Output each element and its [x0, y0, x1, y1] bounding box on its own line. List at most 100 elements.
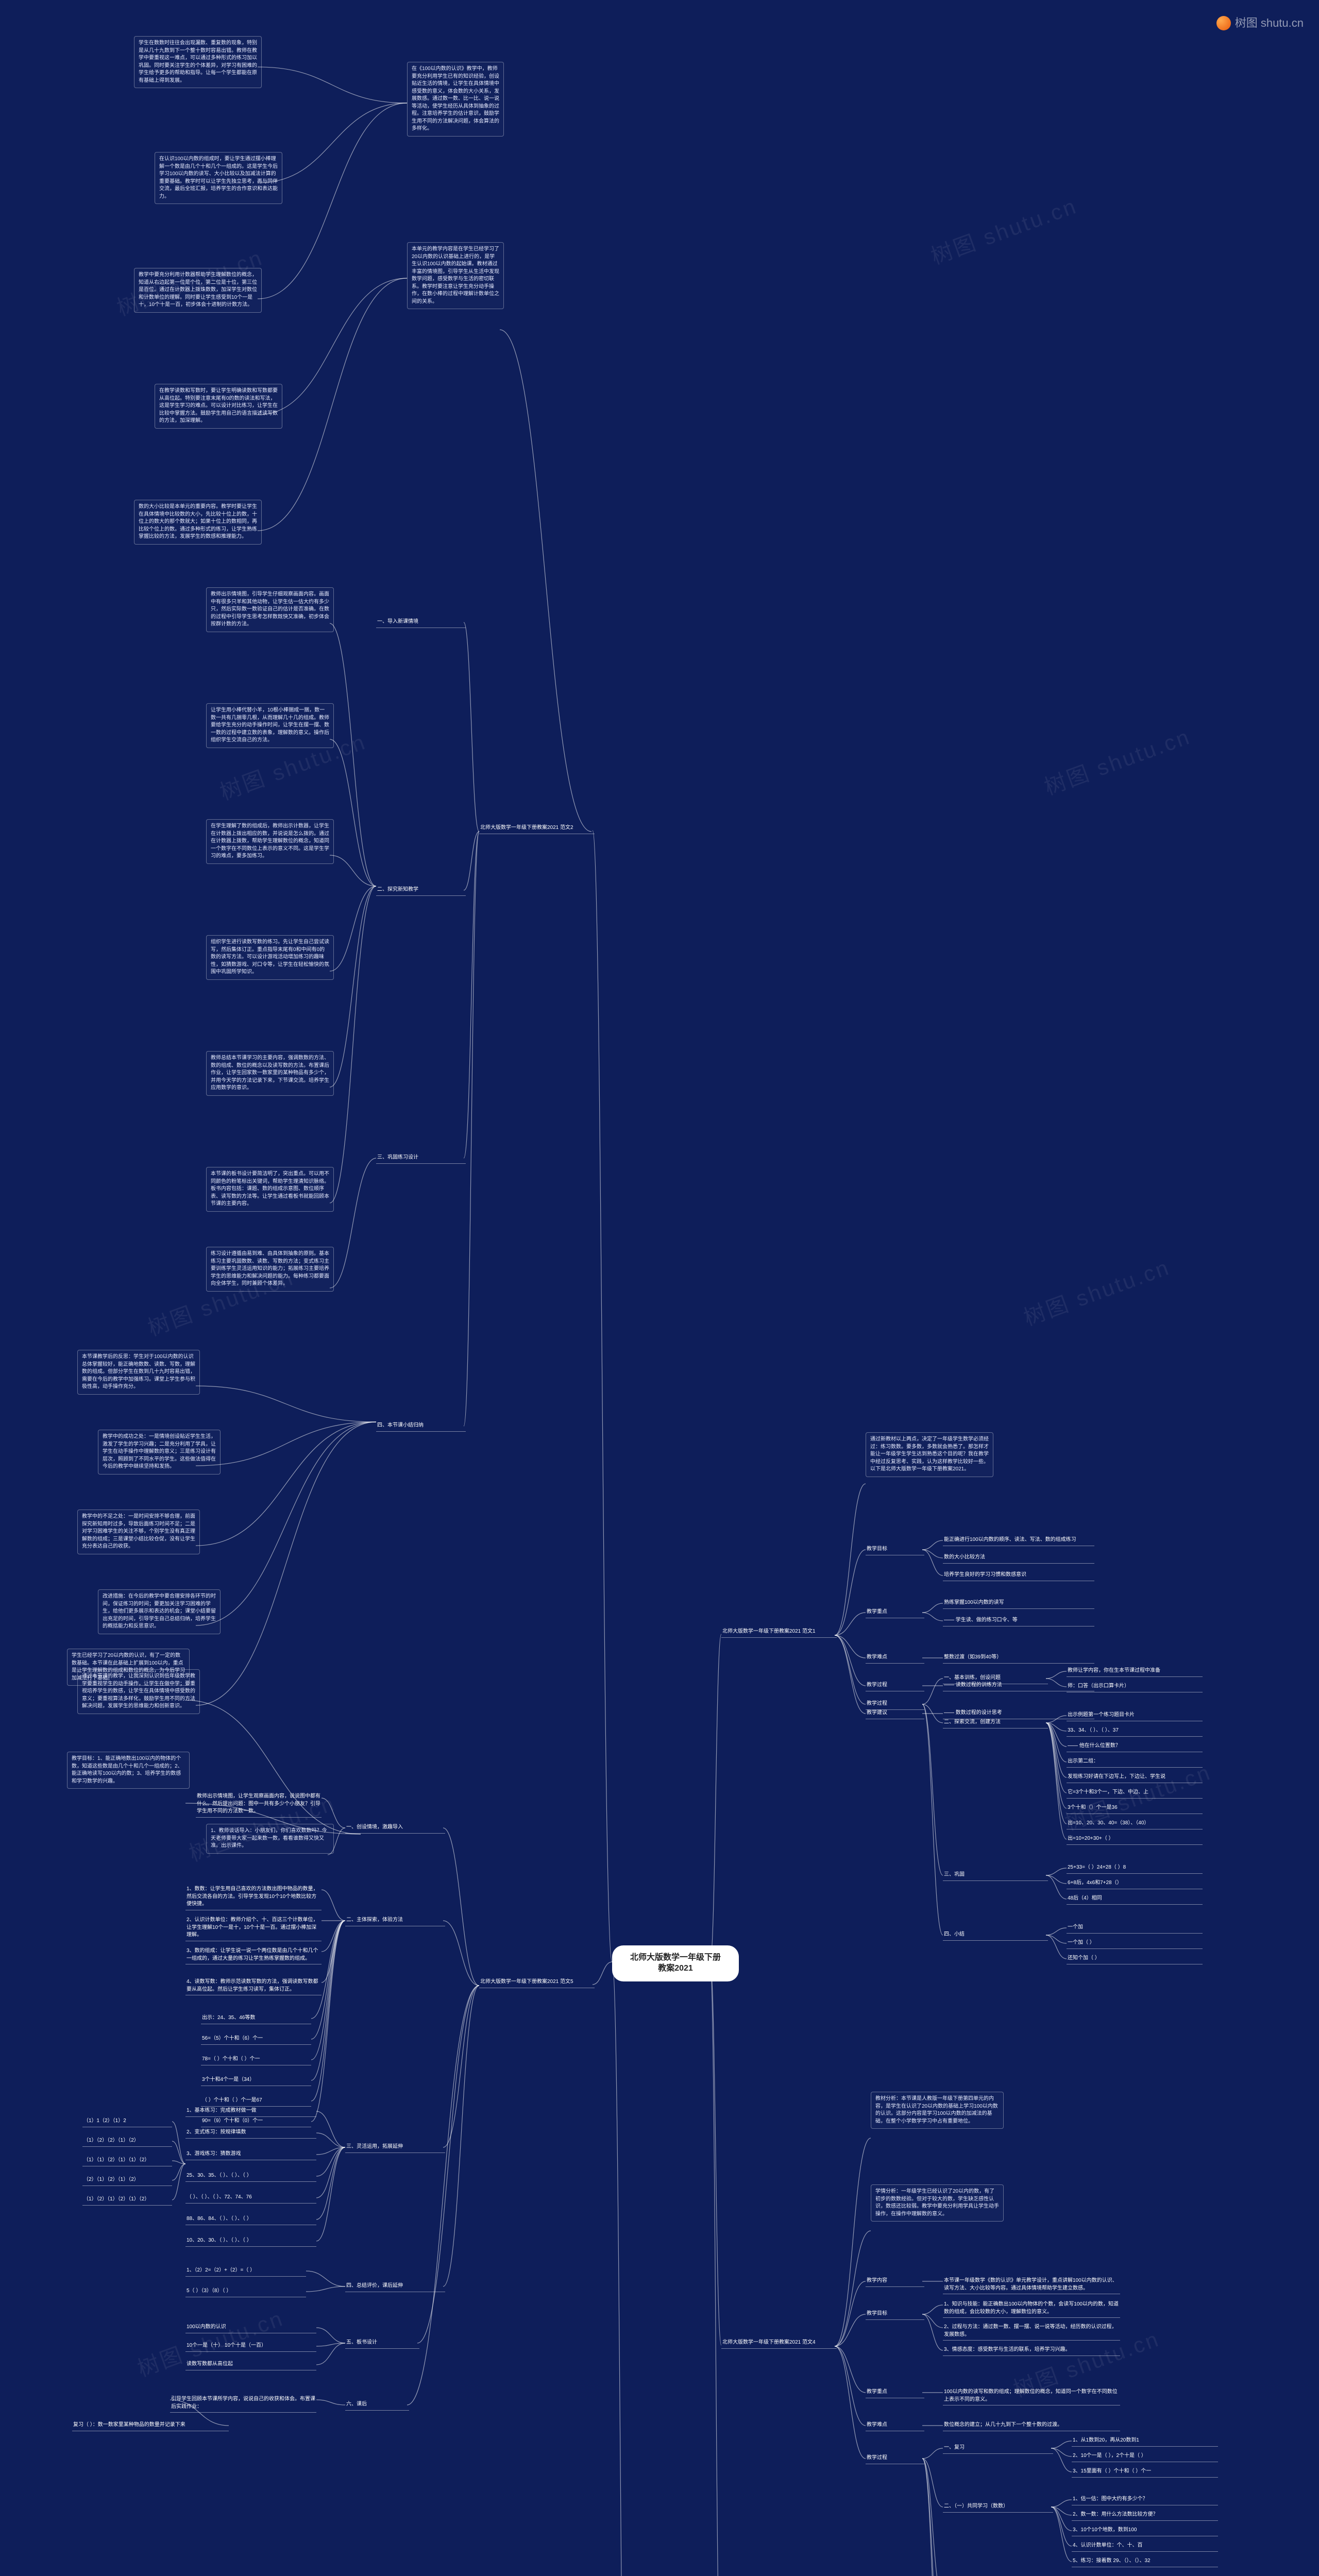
- b1-proc-1-8: 出=10+20+30+（ ）: [1067, 1835, 1203, 1845]
- top-block-4: 数的大小比较是本单元的重要内容。教学时要让学生在具体情境中比较数的大小，先比较十…: [134, 500, 262, 545]
- b4-proc-1-0: 1、估一估：图中大约有多少个？: [1072, 2496, 1218, 2505]
- b5-i3-seq-4: （1）（2）（1）（2）（1）（2）: [82, 2196, 172, 2206]
- b1-k-1-0: 熟练掌握100以内数的读写: [943, 1599, 1094, 1609]
- b4-proc-1-1: 2、数一数：用什么方法数比较方便？: [1072, 2511, 1218, 2521]
- b4-k-0: 教学内容: [866, 2277, 924, 2287]
- b5-intro-0: 学生已经学习了20以内数的认识，有了一定的数数基础。本节课在此基础上扩展到100…: [67, 1649, 190, 1686]
- watermark: 树图 shutu.cn: [927, 191, 1082, 272]
- b4-k-1-0: 1、知识与技能：能正确数出100以内物体的个数，会读写100以内的数，知道数的组…: [943, 2301, 1120, 2318]
- brand-logo: 树图 shutu.cn: [1216, 15, 1304, 31]
- top-parent-b: 本单元的教学内容是在学生已经学习了20以内数的认识基础上进行的，是学生认识100…: [407, 242, 504, 309]
- b1-proc-2-0: 25+33=（ ）24+28（ ）8: [1067, 1864, 1203, 1874]
- b2-sub4-3: 改进措施：在今后的教学中要合理安排各环节的时间，保证练习的时间；要更加关注学习困…: [98, 1589, 221, 1634]
- b1-proc-3-2: 还知个加（ ）: [1067, 1955, 1203, 1964]
- b1-proc-2-1: 6+8后，4x6和7+28（）: [1067, 1879, 1203, 1889]
- b1-proc: 教学过程: [866, 1700, 924, 1710]
- b1-k-2-0: 整数过渡（如39到40等）: [943, 1654, 1094, 1664]
- b1-k-0: 教学目标: [866, 1546, 924, 1555]
- b1-k-1: 教学重点: [866, 1608, 924, 1618]
- b5-i1-block: 1、教师谈话导入：小朋友们，你们喜欢数数吗？今天老师要带大家一起来数一数，看看谁…: [206, 1824, 334, 1854]
- top-block-0: 学生在数数时往往会出现漏数、重复数的现象，特别是从几十九数到下一个整十数时容易出…: [134, 36, 262, 88]
- b1-k-0-2: 培养学生良好的学习习惯和数感意识: [943, 1571, 1094, 1581]
- b4-proc-1-2: 3、10个10个地数，数到100: [1072, 2527, 1218, 2536]
- b4-proc-0-2: 3、15里面有（ ）个十和（ ）个一: [1072, 2468, 1218, 2478]
- b1-proc-0: 一、基本训练，创设问题: [943, 1674, 1048, 1684]
- b1-proc-2-2: 48后（4）相同: [1067, 1895, 1203, 1905]
- b2-sub4-0: 本节课教学后的反思：学生对于100以内数的认识总体掌握较好，能正确地数数、读数、…: [77, 1350, 200, 1395]
- b2-item-1: 二、探究新知教学: [376, 886, 466, 896]
- b1-proc-2: 三、巩固: [943, 1871, 1048, 1881]
- b1-k-0-1: 数的大小比较方法: [943, 1554, 1094, 1564]
- b5-i3-3: 25、30、35、（ ）、（ ）、（ ）: [185, 2172, 316, 2182]
- branch-b4: 北师大版数学一年级下册教案2021 范文4: [721, 2339, 837, 2349]
- b4-proc: 教学过程: [866, 2454, 924, 2464]
- b4-proc-1: 二、（一）共同学习（数数）: [943, 2503, 1053, 2513]
- b1-proc-1-3: 出示第二组：: [1067, 1758, 1203, 1768]
- b5-i2-calc-2: 78=（ ）个十和（ ）个一: [201, 2056, 311, 2065]
- b5-i1: 一、创设情境，激趣导入: [345, 1824, 445, 1834]
- b1-k-0-0: 能正确进行100以内数的顺序、读法、写法、数的组成练习: [943, 1536, 1094, 1546]
- b1-proc-1-5: 它=3个十和3个一，下边、中边、上: [1067, 1789, 1203, 1799]
- b5-i6: 六、课后: [345, 2401, 409, 2411]
- branch-b2: 北师大版数学一年级下册教案2021 范文2: [479, 824, 595, 834]
- b2-sub4-1: 教学中的成功之处：一是情境创设贴近学生生活，激发了学生的学习兴趣；二是充分利用了…: [98, 1430, 221, 1475]
- b1-proc-1-0: 出示例题第一个练习题目卡片: [1067, 1711, 1203, 1721]
- top-block-3: 在教学读数和写数时，要让学生明确读数和写数都要从高位起。特别要注意末尾有0的数的…: [155, 384, 282, 429]
- b4-k-2-0: 100以内数的读写和数的组成；理解数位的概念，知道同一个数字在不同数位上表示不同…: [943, 2388, 1120, 2405]
- b5-i5-0: 100以内数的认识: [185, 2324, 316, 2333]
- b1-proc-0-0: 教师让学内容，你在生本节课过程中准备: [1067, 1667, 1203, 1677]
- b4-k-1-1: 2、过程与方法：通过数一数、摆一摆、说一说等活动，经历数的认识过程，发展数感。: [943, 2324, 1120, 2341]
- b1-proc-1-7: 出=10、20、30、40=（38）、（40）: [1067, 1820, 1203, 1829]
- b2-sub2-4: 教师总结本节课学习的主要内容，强调数数的方法、数的组成、数位的概念以及读写数的方…: [206, 1051, 334, 1096]
- b5-i5-2: 读数写数都从高位起: [185, 2361, 316, 2370]
- mindmap-stage: 树图 shutu.cn 树图 shutu.cn 树图 shutu.cn 树图 shu…: [0, 0, 1319, 2576]
- b4-blk-0: 教材分析：本节课是人教版一年级下册第四单元的内容，是学生在认识了20以内数的基础…: [871, 2092, 1004, 2129]
- b5-i2-2: 3、数的组成：让学生说一说一个两位数是由几个十和几个一组成的，通过大量的练习让学…: [185, 1947, 322, 1964]
- b1-proc-0-1: 师：口答（出示口算卡片）: [1067, 1683, 1203, 1692]
- b4-k-1: 教学目标: [866, 2310, 924, 2320]
- b5-i3-5: 88、86、84、（ ）、（ ）、（ ）: [185, 2215, 316, 2225]
- b5-i2: 二、主体探索，体验方法: [345, 1917, 445, 1926]
- b4-k-3: 教学难点: [866, 2421, 924, 2431]
- b5-i3-seq-0: （1）1（2）（1）2: [82, 2117, 172, 2127]
- b5-intro-1: 教学目标：1、能正确地数出100以内的物体的个数，知道这些数是由几个十和几个一组…: [67, 1752, 190, 1789]
- b2-sub2-3: 组织学生进行读数写数的练习。先让学生自己尝试读写，然后集体订正。重点指导末尾有0…: [206, 935, 334, 980]
- b2-sub2-1: 让学生用小棒代替小羊，10根小棒捆成一捆，数一数一共有几捆零几根，从而理解几十几…: [206, 703, 334, 748]
- watermark: 树图 shutu.cn: [1040, 722, 1195, 803]
- b1-k-2: 教学难点: [866, 1654, 924, 1664]
- b5-i3-0: 1、基本练习：完成教材做一做: [185, 2107, 316, 2117]
- b5-i1-sub: 教师出示情境图，让学生观察画面内容，说说图中都有什么。然后提出问题：图中一共有多…: [196, 1793, 322, 1818]
- b5-i5-1: 10个一是（十） 10个十是（一百）: [185, 2342, 316, 2352]
- b4-blk-1: 学情分析：一年级学生已经认识了20以内的数，有了初步的数数经验。但对于较大的数，…: [871, 2184, 1004, 2222]
- b1-proc-3: 四、小结: [943, 1931, 1048, 1941]
- b5-i2-calc-3: 3个十和4个一是（34）: [201, 2076, 311, 2086]
- b1-proc-1-6: 3个十和（）个一是36: [1067, 1804, 1203, 1814]
- b2-sub2-5: 本节课的板书设计要简洁明了，突出重点。可以用不同颜色的粉笔标出关键词，帮助学生理…: [206, 1167, 334, 1212]
- b4-proc-0-0: 1、从1数到20，再从20数到1: [1072, 2437, 1218, 2447]
- b5-i3-4: （ ）、（ ）、（ ）、72、74、76: [185, 2194, 316, 2204]
- flower-icon: [1216, 16, 1231, 30]
- b1-proc-3-1: 一个加（ ）: [1067, 1939, 1203, 1949]
- b5-i3-seq-3: （2）（1）（2）（1）（2）: [82, 2176, 172, 2186]
- root-node: 北师大版数学一年级下册 教案2021: [612, 1945, 739, 1981]
- b2-sub4-2: 教学中的不足之处：一是时间安排不够合理，前面探究新知用时过多，导致后面练习时间不…: [77, 1510, 200, 1554]
- b1-k-1-1: —— 学生读、做的练习口令、等: [943, 1617, 1094, 1626]
- b4-k-3-0: 数位概念的建立；从几十九到下一个整十数的过渡。: [943, 2421, 1120, 2431]
- b5-i3-seq-2: （1）（1）（2）（1）（1）（2）: [82, 2157, 172, 2166]
- b2-item-3: 四、本节课小结归纳: [376, 1422, 466, 1432]
- b4-proc-0: 一、复习: [943, 2444, 1053, 2454]
- b1-intro: 通过新教材以上两点，决定了一年级学生数学必须经过：练习数数。要多数，多数就会熟悉…: [866, 1432, 993, 1477]
- b2-sub2-2: 在学生理解了数的组成后，教师出示计数器，让学生在计数器上拨出相应的数，并说说是怎…: [206, 819, 334, 864]
- b5-i2-0: 1、数数：让学生用自己喜欢的方法数出图中物品的数量，然后交流各自的方法。引导学生…: [185, 1886, 322, 1910]
- b5-i4: 四、总结评价，课后延伸: [345, 2282, 445, 2292]
- watermark: 树图 shutu.cn: [1020, 1252, 1175, 1333]
- b5-i3-seq-1: （1）（2）（2）（1）（2）: [82, 2137, 172, 2147]
- b4-k-2: 教学重点: [866, 2388, 924, 2398]
- b5-i5: 五、板书设计: [345, 2339, 419, 2349]
- b4-k-0-0: 本节课一年级数学《数的认识》单元教学设计，重点讲解100以内数的认识、读写方法、…: [943, 2277, 1120, 2294]
- b1-k-4: 教学建议: [866, 1709, 924, 1719]
- b5-i3-1: 2、变式练习：按规律填数: [185, 2129, 316, 2139]
- branch-b1: 北师大版数学一年级下册教案2021 范文1: [721, 1628, 837, 1638]
- b5-i2-1: 2、认识计数单位：教师介绍个、十、百这三个计数单位，让学生理解10个一是十，10…: [185, 1917, 322, 1941]
- b4-proc-1-4: 5、练习：接着数 29、（）、（）、32: [1072, 2557, 1218, 2567]
